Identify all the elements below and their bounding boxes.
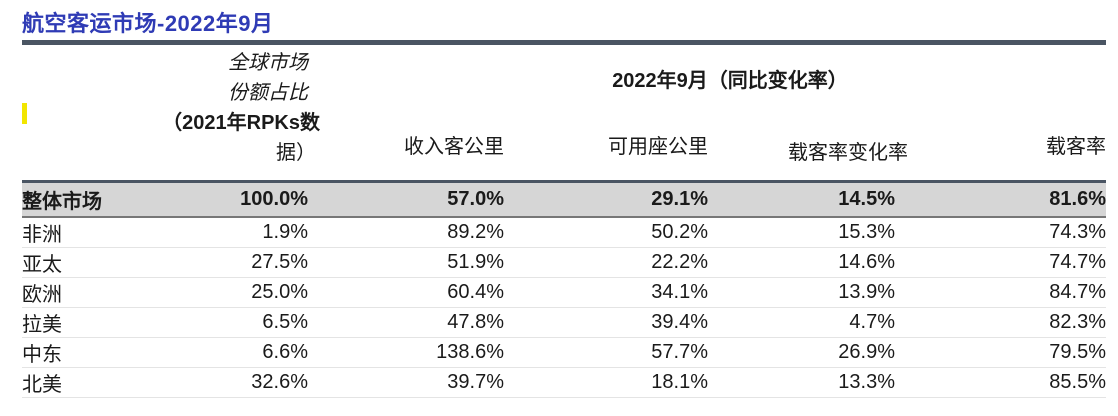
plf-change-cell: 13.9% [838,281,895,303]
share-cell: 27.5% [251,251,308,273]
rpk-cell: 60.4% [447,281,504,303]
region-name: 欧洲 [22,284,62,306]
share-header-line3: （2021年RPKs数 [162,112,320,134]
table-row: 拉美 6.5% 47.8% 39.4% 4.7% 82.3% [22,308,1106,338]
ask-cell: 34.1% [651,281,708,303]
share-cell: 25.0% [251,281,308,303]
ask-cell: 50.2% [651,221,708,243]
rpk-cell: 51.9% [447,251,504,273]
plf-change-cell: 4.7% [849,311,895,333]
rpk-cell: 47.8% [447,311,504,333]
col-header-plf-change: 载客率变化率 [788,142,908,164]
share-header-line4: 据） [276,142,316,164]
ask-cell: 22.2% [651,251,708,273]
share-cell: 1.9% [262,221,308,243]
plf-cell: 74.3% [1049,221,1106,243]
col-header-rpk: 收入客公里 [404,136,504,158]
page-title: 航空客运市场-2022年9月 [22,11,274,36]
region-name: 非洲 [22,224,62,246]
plf-cell: 74.7% [1049,251,1106,273]
table-row: 北美 32.6% 39.7% 18.1% 13.3% 85.5% [22,368,1106,398]
group-header: 2022年9月（同比变化率） [612,70,848,92]
plf-cell: 81.6% [1049,188,1106,210]
highlight-marker [22,103,27,124]
top-divider [22,40,1106,45]
rpk-cell: 89.2% [447,221,504,243]
table-top-rule [22,180,1106,183]
plf-cell: 85.5% [1049,371,1106,393]
table-row: 欧洲 25.0% 60.4% 34.1% 13.9% 84.7% [22,278,1106,308]
ask-cell: 57.7% [651,341,708,363]
share-cell: 6.5% [262,311,308,333]
plf-cell: 79.5% [1049,341,1106,363]
rpk-cell: 57.0% [447,188,504,210]
region-name: 整体市场 [22,191,102,213]
share-header-line1: 全球市场 [228,52,308,74]
col-header-plf: 载客率 [1046,136,1106,158]
ask-cell: 29.1% [651,188,708,210]
share-cell: 100.0% [240,188,308,210]
ask-cell: 18.1% [651,371,708,393]
share-column-header: 全球市场 份额占比 （2021年RPKs数 据） [148,48,320,168]
region-name: 拉美 [22,314,62,336]
ask-cell: 39.4% [651,311,708,333]
data-table: 整体市场 100.0% 57.0% 29.1% 14.5% 81.6% 非洲 1.9% 89.2… [22,180,1106,398]
plf-change-cell: 15.3% [838,221,895,243]
region-name: 亚太 [22,254,62,276]
share-cell: 32.6% [251,371,308,393]
share-header-line2: 份额占比 [228,82,308,104]
plf-change-cell: 14.5% [838,188,895,210]
table-body: 整体市场 100.0% 57.0% 29.1% 14.5% 81.6% 非洲 1.9% 89.2… [22,183,1106,398]
rpk-cell: 39.7% [447,371,504,393]
plf-cell: 84.7% [1049,281,1106,303]
share-cell: 6.6% [262,341,308,363]
col-header-ask: 可用座公里 [608,136,708,158]
table-row: 非洲 1.9% 89.2% 50.2% 15.3% 74.3% [22,218,1106,248]
region-name: 中东 [22,344,62,366]
region-name: 北美 [22,374,62,396]
plf-change-cell: 13.3% [838,371,895,393]
table-row: 中东 6.6% 138.6% 57.7% 26.9% 79.5% [22,338,1106,368]
table-row: 亚太 27.5% 51.9% 22.2% 14.6% 74.7% [22,248,1106,278]
rpk-cell: 138.6% [436,341,504,363]
total-row: 整体市场 100.0% 57.0% 29.1% 14.5% 81.6% [22,183,1106,218]
plf-change-cell: 14.6% [838,251,895,273]
plf-change-cell: 26.9% [838,341,895,363]
plf-cell: 82.3% [1049,311,1106,333]
